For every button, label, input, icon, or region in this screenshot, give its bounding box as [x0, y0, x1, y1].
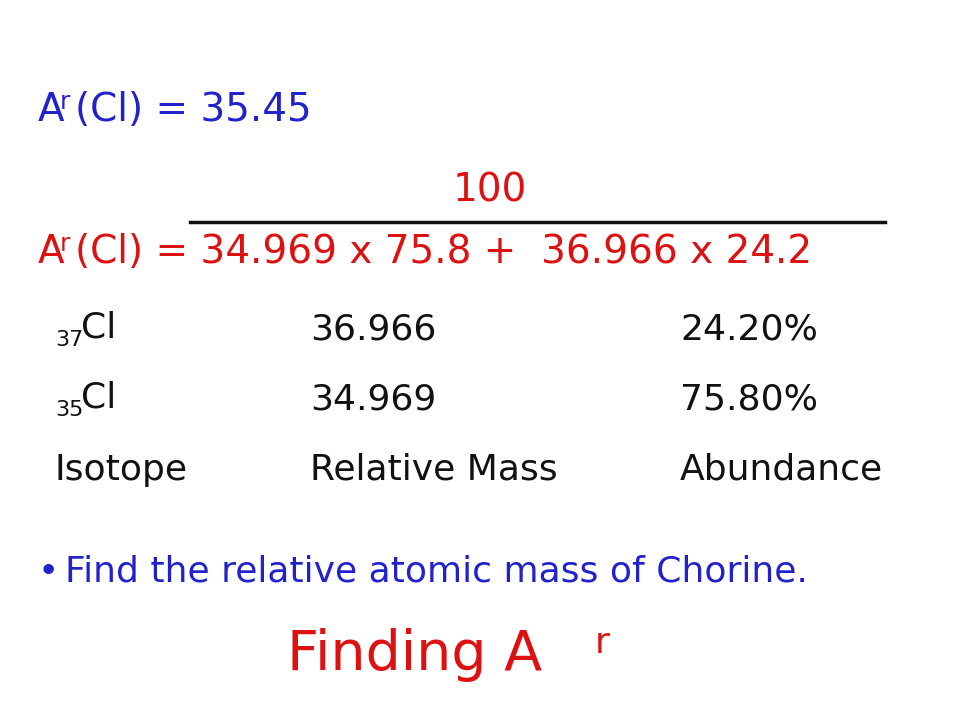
Text: r: r — [595, 626, 610, 660]
Text: •: • — [38, 555, 60, 589]
Text: (Cl) = 34.969 x 75.8 +  36.966 x 24.2: (Cl) = 34.969 x 75.8 + 36.966 x 24.2 — [75, 233, 812, 271]
Text: Abundance: Abundance — [680, 453, 883, 487]
Text: r: r — [60, 232, 70, 256]
Text: (Cl) = 35.45: (Cl) = 35.45 — [75, 91, 312, 129]
Text: 34.969: 34.969 — [310, 383, 436, 417]
Text: Finding A: Finding A — [287, 628, 542, 682]
Text: 35: 35 — [55, 400, 84, 420]
Text: A: A — [38, 233, 64, 271]
Text: Cl: Cl — [81, 380, 116, 414]
Text: Isotope: Isotope — [55, 453, 188, 487]
Text: Relative Mass: Relative Mass — [310, 453, 558, 487]
Text: Cl: Cl — [81, 310, 116, 344]
Text: 75.80%: 75.80% — [680, 383, 818, 417]
Text: 37: 37 — [55, 330, 84, 350]
Text: r: r — [60, 90, 70, 114]
Text: Find the relative atomic mass of Chorine.: Find the relative atomic mass of Chorine… — [65, 555, 808, 589]
Text: 100: 100 — [453, 171, 527, 209]
Text: A: A — [38, 91, 64, 129]
Text: 36.966: 36.966 — [310, 313, 437, 347]
Text: 24.20%: 24.20% — [680, 313, 818, 347]
